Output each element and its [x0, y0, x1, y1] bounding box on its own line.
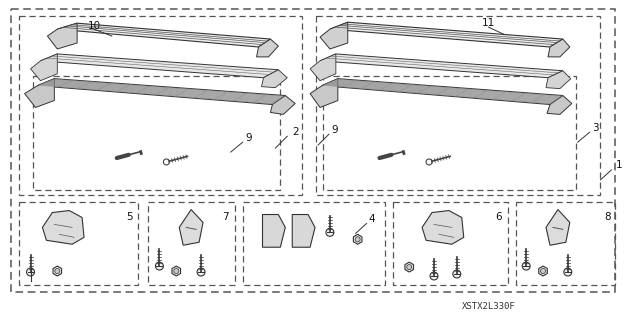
Polygon shape	[24, 79, 54, 108]
Polygon shape	[353, 234, 362, 244]
Bar	[316, 16, 600, 195]
Bar	[323, 76, 576, 190]
Circle shape	[541, 269, 545, 273]
Text: 7: 7	[223, 212, 229, 222]
Polygon shape	[320, 22, 348, 49]
Polygon shape	[546, 71, 571, 89]
Text: 6: 6	[495, 212, 502, 222]
Circle shape	[355, 237, 360, 242]
Polygon shape	[322, 79, 563, 105]
Polygon shape	[38, 79, 285, 105]
Text: 10: 10	[88, 21, 100, 31]
Text: 1: 1	[616, 160, 623, 170]
Circle shape	[430, 272, 438, 280]
Bar	[11, 9, 616, 292]
Polygon shape	[310, 54, 336, 81]
Circle shape	[522, 262, 530, 270]
Polygon shape	[546, 210, 570, 245]
Text: XSTX2L330F: XSTX2L330F	[461, 302, 515, 311]
Polygon shape	[53, 266, 61, 276]
Text: 11: 11	[482, 18, 495, 28]
Polygon shape	[47, 23, 77, 49]
Polygon shape	[548, 39, 570, 57]
Circle shape	[564, 268, 572, 276]
Polygon shape	[179, 210, 203, 245]
Polygon shape	[320, 54, 563, 78]
Bar	[243, 202, 385, 285]
Circle shape	[55, 269, 60, 273]
Polygon shape	[40, 54, 278, 78]
Polygon shape	[422, 211, 464, 244]
Circle shape	[156, 262, 163, 270]
Polygon shape	[172, 266, 180, 276]
Bar	[394, 202, 508, 285]
Polygon shape	[31, 54, 58, 81]
Polygon shape	[262, 214, 285, 247]
Polygon shape	[330, 22, 563, 47]
Circle shape	[453, 270, 461, 278]
Polygon shape	[257, 39, 278, 57]
Polygon shape	[58, 23, 271, 47]
Circle shape	[197, 268, 205, 276]
Bar	[19, 202, 138, 285]
Polygon shape	[539, 266, 547, 276]
Polygon shape	[262, 70, 287, 88]
Polygon shape	[292, 214, 315, 247]
Circle shape	[326, 228, 334, 236]
Polygon shape	[547, 96, 572, 115]
Bar	[19, 16, 302, 195]
Circle shape	[407, 264, 412, 270]
Text: 5: 5	[126, 212, 133, 222]
Text: 9: 9	[332, 125, 338, 135]
Bar	[147, 202, 235, 285]
Bar	[33, 76, 280, 190]
Polygon shape	[405, 262, 413, 272]
Polygon shape	[310, 79, 338, 108]
Circle shape	[174, 269, 179, 273]
Polygon shape	[42, 211, 84, 244]
Text: 4: 4	[368, 214, 375, 225]
Text: 9: 9	[245, 133, 252, 143]
Bar	[516, 202, 616, 285]
Text: 2: 2	[292, 127, 298, 137]
Text: 8: 8	[604, 212, 611, 222]
Text: 3: 3	[592, 123, 599, 133]
Polygon shape	[271, 96, 295, 115]
Circle shape	[27, 268, 35, 276]
